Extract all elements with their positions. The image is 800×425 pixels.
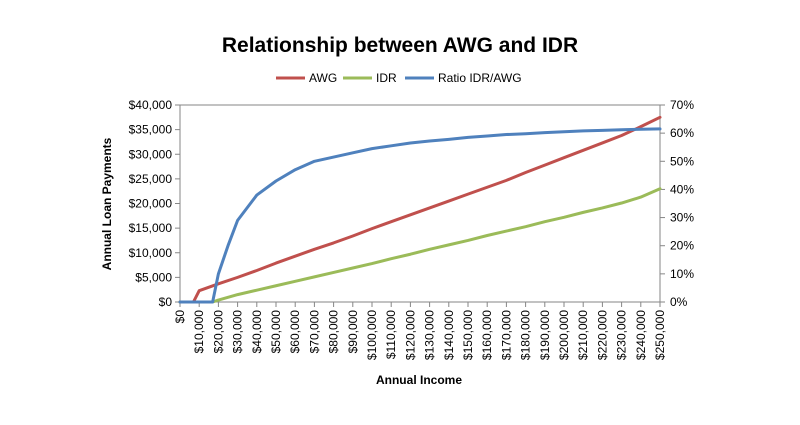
series-layer <box>178 115 662 304</box>
y-axis-title: Annual Loan Payments <box>100 137 114 270</box>
x-tick-label: $110,000 <box>384 310 398 359</box>
y2-tick-label: 40% <box>670 182 694 196</box>
x-tick-label: $100,000 <box>365 310 379 360</box>
y-tick-label: $30,000 <box>129 147 173 161</box>
x-tick-label: $140,000 <box>442 310 456 360</box>
series-line-idr <box>178 187 662 304</box>
legend-label-awg: AWG <box>309 71 337 85</box>
x-tick-label: $180,000 <box>519 310 533 360</box>
x-tick-label: $150,000 <box>461 310 475 360</box>
x-tick-label: $250,000 <box>653 310 667 360</box>
y-tick-label: $0 <box>159 295 173 309</box>
x-tick-label: $170,000 <box>499 310 513 360</box>
x-tick-label: $200,000 <box>557 310 571 360</box>
x-tick-label: $210,000 <box>576 310 590 360</box>
y-tick-label: $5,000 <box>135 270 172 284</box>
y2-tick-label: 60% <box>670 126 694 140</box>
x-tick-label: $90,000 <box>346 310 360 354</box>
y-tick-label: $20,000 <box>129 197 173 211</box>
x-tick-label: $160,000 <box>480 310 494 360</box>
x-tick-label: $190,000 <box>538 310 552 360</box>
x-tick-label: $120,000 <box>403 310 417 360</box>
x-tick-label: $10,000 <box>192 310 206 354</box>
y-tick-label: $15,000 <box>129 221 173 235</box>
series-line-ratio-idr-awg <box>178 127 662 304</box>
x-tick-label: $220,000 <box>595 310 609 360</box>
y2-tick-label: 50% <box>670 154 694 168</box>
x-tick-label: $240,000 <box>634 310 648 360</box>
x-tick-label: $80,000 <box>327 310 341 354</box>
x-tick-label: $40,000 <box>250 310 264 354</box>
x-tick-label: $230,000 <box>615 310 629 360</box>
y2-tick-label: 10% <box>670 267 694 281</box>
x-tick-label: $60,000 <box>288 310 302 354</box>
y-tick-label: $10,000 <box>129 246 173 260</box>
x-tick-label: $0 <box>173 310 187 324</box>
x-tick-label: $30,000 <box>231 310 245 354</box>
x-tick-label: $70,000 <box>307 310 321 354</box>
legend-label-ratio: Ratio IDR/AWG <box>438 71 522 85</box>
legend: AWG IDR Ratio IDR/AWG <box>276 71 522 85</box>
y-tick-label: $40,000 <box>129 98 173 112</box>
x-tick-label: $20,000 <box>211 310 225 354</box>
x-tick-label: $50,000 <box>269 310 283 354</box>
y2-tick-label: 0% <box>670 295 688 309</box>
y-tick-label: $25,000 <box>129 172 173 186</box>
x-tick-label: $130,000 <box>423 310 437 360</box>
y2-tick-label: 70% <box>670 98 694 112</box>
legend-label-idr: IDR <box>376 71 397 85</box>
y2-tick-label: 20% <box>670 239 694 253</box>
y2-tick-label: 30% <box>670 211 694 225</box>
x-axis-title: Annual Income <box>376 373 462 387</box>
chart-title: Relationship between AWG and IDR <box>222 34 578 57</box>
y-tick-label: $35,000 <box>129 123 173 137</box>
axes: $0 $5,000 $10,000 $15,000 $20,000 $25,000 $30,… <box>129 98 695 360</box>
series-line-awg <box>178 115 662 304</box>
